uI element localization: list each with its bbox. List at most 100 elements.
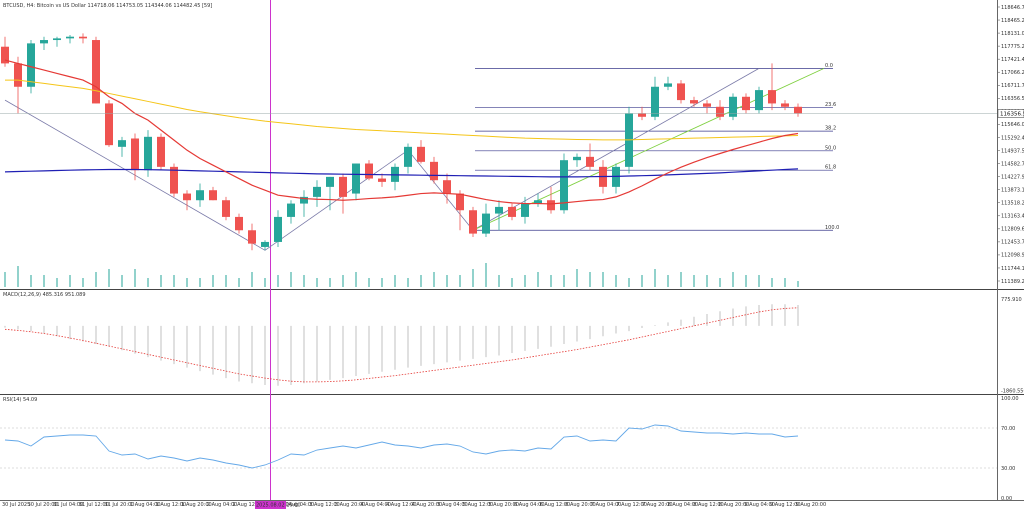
price-tick-label: 117775.23 [1001, 44, 1024, 50]
bull-candle [300, 196, 308, 204]
bull-candle [521, 203, 529, 217]
time-axis-label: 4 Aug 04:00 [360, 502, 391, 508]
price-tick-label: 112809.61 [1001, 227, 1024, 233]
bull-candle [66, 36, 74, 39]
bull-candle [534, 200, 542, 204]
time-axis-label: 9 Aug 12:00 [770, 502, 801, 508]
bear-candle [209, 190, 217, 201]
time-axis-label: 1 Aug 20:00 [181, 502, 212, 508]
time-axis-label: 7 Aug 20:00 [642, 502, 673, 508]
bull-candle [53, 38, 61, 41]
bull-candle [755, 90, 763, 111]
bear-candle [14, 63, 22, 87]
bear-candle [430, 161, 438, 181]
ema-red-line [4, 59, 799, 205]
bear-candle [235, 216, 243, 231]
fib-level-label: 50.0 [825, 145, 836, 151]
bear-candle [677, 83, 685, 101]
price-tick-label: 118465.29 [1001, 18, 1024, 24]
highlight-time-label: 2025.08.02 20:00 [256, 503, 301, 509]
time-axis-label: 3 Aug 12:00 [309, 502, 340, 508]
time-axis-label: 2 Aug 04:00 [207, 502, 238, 508]
macd-layer: 775.910 -1860.556 [4, 297, 1024, 395]
bear-candle [1, 46, 9, 64]
macd-axis-min: -1860.556 [1001, 389, 1024, 395]
bull-candle [27, 43, 35, 87]
ema-blue-line [4, 168, 799, 178]
bull-candle [729, 96, 737, 117]
price-tick-label: 113873.16 [1001, 187, 1024, 193]
price-tick-label: 114937.53 [1001, 148, 1024, 154]
price-tick-label: 116356.51 [1001, 96, 1024, 102]
time-axis-label: 30 Jul 2025 [2, 502, 30, 508]
highlight-time-box [255, 501, 286, 509]
rsi-axis-label: 30.00 [1001, 466, 1015, 472]
bull-candle [118, 140, 126, 147]
main-chart-title: BTCUSD, H4: Bitcoin vs US Dollar 114718.… [3, 3, 212, 9]
bull-candle [274, 216, 282, 242]
price-tick-label: 113163.44 [1001, 214, 1024, 220]
price-tick-label: 113518.27 [1001, 201, 1024, 207]
price-tick-label: 116711.74 [1001, 83, 1024, 89]
time-axis-label: 3 Aug 04:00 [284, 502, 315, 508]
time-axis-label: 8 Aug 20:00 [719, 502, 750, 508]
bear-candle [742, 96, 750, 111]
time-axis-label: 2 Aug 12:00 [232, 502, 263, 508]
fib-level-label: 38.2 [825, 126, 836, 132]
bear-candle [508, 206, 516, 217]
rsi-axis-label: 0.00 [1001, 496, 1012, 502]
rsi-axis-label: 100.00 [1001, 396, 1019, 402]
bear-candle [222, 200, 230, 217]
time-axis-label: 1 Aug 12:00 [156, 502, 187, 508]
price-tick-label: 118646.72 [1001, 5, 1024, 11]
bull-candle [495, 206, 503, 214]
bear-candle [586, 156, 594, 167]
bear-candle [703, 103, 711, 107]
bull-candle [313, 186, 321, 197]
bear-candle [248, 230, 256, 244]
fib-level-label: 100.0 [825, 225, 839, 231]
bull-candle [261, 241, 269, 247]
fib-level-label: 61.8 [825, 165, 836, 171]
bull-candle [560, 160, 568, 211]
price-tick-label: 117066.27 [1001, 70, 1024, 76]
time-axis-label: 9 Aug 20:00 [796, 502, 827, 508]
bear-candle [469, 210, 477, 234]
time-axis-label: 5 Aug 04:00 [437, 502, 468, 508]
bull-candle [404, 146, 412, 167]
time-axis-label: 7 Aug 12:00 [616, 502, 647, 508]
bear-candle [638, 113, 646, 117]
time-axis-label: 7 Aug 04:00 [591, 502, 622, 508]
bull-candle [352, 163, 360, 194]
bull-candle [482, 213, 490, 234]
bull-candle [651, 86, 659, 117]
time-axis-label: 4 Aug 12:00 [386, 502, 417, 508]
time-axis-label: 6 Aug 12:00 [540, 502, 571, 508]
rsi-line [4, 424, 799, 469]
price-tick-label: 112453.79 [1001, 240, 1024, 246]
time-axis-label: 6 Aug 20:00 [565, 502, 596, 508]
time-axis-label: 6 Aug 04:00 [514, 502, 545, 508]
time-axis-label: 8 Aug 04:00 [668, 502, 699, 508]
time-axis-label: 31 Jul 12:00 [79, 502, 109, 508]
rsi-layer: 100.00 70.00 30.00 0.00 [0, 396, 1019, 502]
bear-candle [131, 138, 139, 171]
bear-candle [794, 106, 802, 114]
current-price-label: 116356.51 [1000, 111, 1024, 117]
rsi-axis-label: 70.00 [1001, 426, 1015, 432]
bear-candle [105, 103, 113, 146]
fib-level-label: 23.6 [825, 102, 836, 108]
price-tick-label: 114582.76 [1001, 161, 1024, 167]
current-price-box [997, 109, 1024, 118]
time-axis-label: 1 Aug 04:00 [130, 502, 161, 508]
rsi-title: RSI(14) 54.09 [3, 397, 37, 403]
bear-candle [547, 200, 555, 211]
bear-candle [378, 178, 386, 182]
bear-candle [157, 136, 165, 167]
bear-candle [716, 106, 724, 117]
bull-candle [664, 83, 672, 87]
time-axis-label: 31 Jul 04:00 [53, 502, 83, 508]
